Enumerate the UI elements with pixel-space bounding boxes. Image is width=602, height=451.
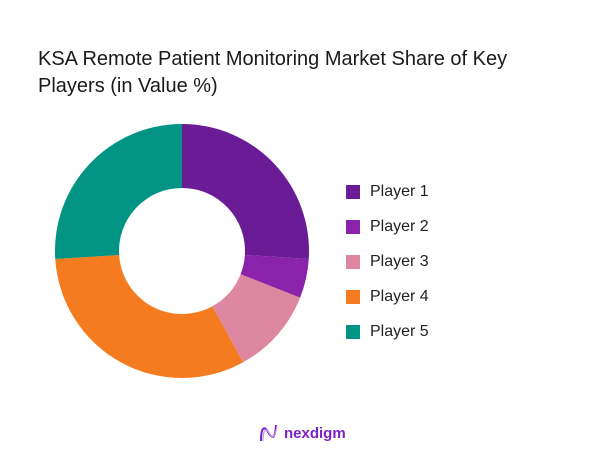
legend-label: Player 5	[370, 322, 429, 340]
legend-swatch	[346, 324, 360, 339]
legend-item: Player 3	[346, 244, 429, 279]
legend-item: Player 2	[346, 209, 429, 244]
legend-swatch	[346, 289, 360, 304]
legend-item: Player 5	[346, 314, 429, 349]
donut-slice-1	[182, 124, 309, 259]
donut-slice-2	[240, 254, 309, 298]
legend-label: Player 1	[370, 182, 429, 200]
legend-label: Player 3	[370, 252, 429, 270]
legend-label: Player 2	[370, 217, 429, 235]
donut-slice-3	[212, 274, 301, 363]
brand-name: nexdigm	[284, 424, 346, 442]
legend-swatch	[346, 254, 360, 269]
donut-slice-4	[55, 254, 244, 379]
chart-title: KSA Remote Patient Monitoring Market Sha…	[38, 48, 508, 97]
donut-slice-5	[55, 124, 183, 259]
legend-swatch	[346, 184, 360, 199]
legend-item: Player 4	[346, 279, 429, 314]
legend-swatch	[346, 219, 360, 234]
nexdigm-logo-icon	[260, 424, 278, 442]
legend-item: Player 1	[346, 174, 429, 209]
brand-logo: nexdigm	[258, 422, 346, 444]
legend: Player 1 Player 2 Player 3 Player 4 Player 5	[346, 174, 429, 349]
legend-label: Player 4	[370, 287, 429, 305]
